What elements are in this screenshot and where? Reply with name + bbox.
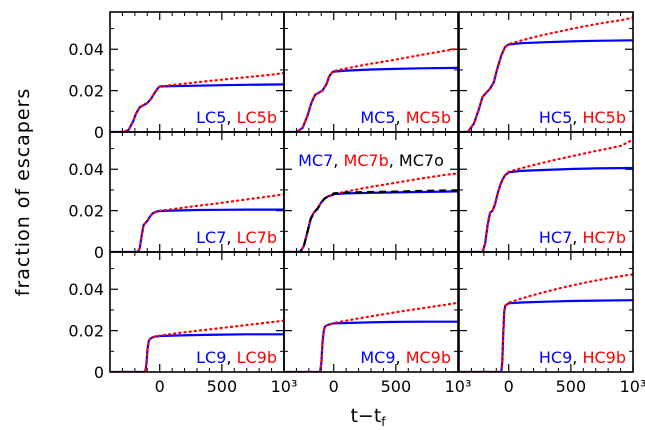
panel-label-MC9: MC9 [360,348,395,367]
series-group [110,319,284,372]
panel-label-HC5b: HC5b [582,108,626,127]
y-tick-label: 0.04 [68,40,104,59]
panel-label: MC9, MC9b [360,348,451,367]
panel-label-MC9b: MC9b [406,348,451,367]
panel-HC7: HC7, HC7b [458,131,634,253]
x-axis-label-subscript: f [381,415,386,429]
panel-label-MC7: MC7 [298,151,333,170]
panel-label-HC7: HC7 [539,228,572,247]
series-line-HC5b [459,16,633,132]
panel-label-MC5b: MC5b [406,108,451,127]
panel-label-LC9: LC9 [196,348,226,367]
y-tick-label: 0.04 [68,280,104,299]
series-line-HC7b [459,138,633,252]
y-tick-label: 0.02 [68,202,104,221]
y-tick-label: 0 [94,123,104,142]
panel-label-MC5: MC5 [360,108,395,127]
x-tick-label: 500 [207,377,238,396]
x-tick-label: 10³ [620,377,645,396]
panel-label: LC7, LC7b [196,228,277,247]
panel-LC9: LC9, LC9b [109,251,285,373]
y-tick-label: 0 [94,243,104,262]
panel-frame [283,251,459,373]
label-separator: , [396,348,406,367]
panel-label: LC9, LC9b [196,348,277,367]
panel-grid: LC5, LC5b MC5, MC5b HC5, HC5b LC7, LC7b MC7,… [109,11,634,373]
panel-label: LC5, LC5b [196,108,277,127]
series-group [459,16,633,132]
label-separator: , [572,348,582,367]
x-tick-label: 0 [329,377,339,396]
panel-HC9: HC9, HC9b [458,251,634,373]
x-tick-label: 10³ [271,377,298,396]
y-tick-label: 0.02 [68,82,104,101]
panel-label-HC9: HC9 [539,348,572,367]
series-line-MC7b [284,172,458,252]
label-separator: , [572,228,582,247]
x-tick-label: 500 [381,377,412,396]
panel-frame [458,251,634,373]
series-group [459,138,633,252]
panel-MC5: MC5, MC5b [283,11,459,133]
panel-HC5: HC5, HC5b [458,11,634,133]
panel-label-LC9b: LC9b [237,348,277,367]
y-tick-label: 0 [94,363,104,382]
x-tick-label: 10³ [445,377,472,396]
y-tick-label: 0.02 [68,322,104,341]
panel-label-HC7b: HC7b [582,228,626,247]
x-axis-label-main: t−t [350,405,381,427]
series-line-MC5 [284,66,458,132]
label-separator: , [226,108,236,127]
panel-label-LC7: LC7 [196,228,226,247]
label-separator: , [333,151,343,170]
series-line-HC9b [459,273,633,372]
label-separator: , [226,228,236,247]
panel-MC9: MC9, MC9b [283,251,459,373]
series-group [284,47,458,132]
label-separator: , [396,108,406,127]
panel-MC7: MC7, MC7b, MC7o [283,131,459,253]
series-group [284,301,458,372]
panel-label: MC7, MC7b, MC7o [298,151,444,170]
panel-label-LC7b: LC7b [237,228,277,247]
y-axis-label: fraction of escapers [12,88,34,297]
panel-label-MC7o: MC7o [399,151,444,170]
panel-label-LC5b: LC5b [237,108,277,127]
panel-label-LC5: LC5 [196,108,226,127]
tick-labels: 0 0.02 0.04 0 0.02 0.04 0 0.02 0.04 0 500 10³ 0 500 10… [68,40,645,396]
x-tick-label: 0 [504,377,514,396]
x-tick-label: 500 [556,377,587,396]
series-group [284,172,458,252]
series-line-LC9b [110,319,284,372]
label-separator: , [389,151,399,170]
label-separator: , [572,108,582,127]
panel-label-HC5: HC5 [539,108,572,127]
series-line-LC5b [110,71,284,132]
panel-label: MC5, MC5b [360,108,451,127]
panel-label-HC9b: HC9b [582,348,626,367]
panel-label: HC5, HC5b [539,108,626,127]
series-line-MC9b [284,301,458,372]
series-group [110,193,284,252]
x-axis-label: t−tf [350,405,386,429]
label-separator: , [226,348,236,367]
panel-label: HC7, HC7b [539,228,626,247]
series-line-MC7o [284,189,458,252]
series-group [459,273,633,372]
x-tick-label: 0 [155,377,165,396]
panel-LC7: LC7, LC7b [109,131,285,253]
panel-label-MC7b: MC7b [343,151,388,170]
panel-LC5: LC5, LC5b [109,11,285,133]
series-group [110,71,284,132]
panel-label: HC9, HC9b [539,348,626,367]
y-tick-label: 0.04 [68,160,104,179]
